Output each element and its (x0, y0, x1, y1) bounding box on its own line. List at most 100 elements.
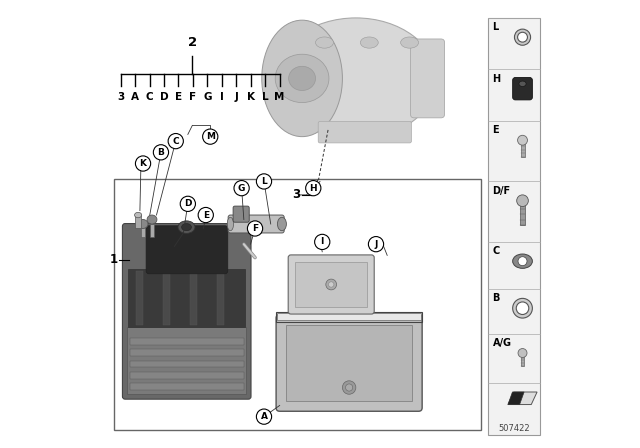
Circle shape (198, 207, 213, 223)
FancyBboxPatch shape (122, 224, 251, 399)
Circle shape (515, 29, 531, 45)
Circle shape (328, 282, 334, 287)
Ellipse shape (178, 221, 195, 233)
Ellipse shape (275, 18, 436, 139)
Text: A: A (131, 92, 139, 102)
Circle shape (346, 384, 353, 391)
FancyBboxPatch shape (410, 39, 445, 118)
Circle shape (234, 181, 249, 196)
Text: A/G: A/G (493, 338, 511, 348)
Circle shape (257, 409, 271, 424)
Text: 3: 3 (117, 92, 124, 102)
Circle shape (257, 174, 271, 189)
FancyBboxPatch shape (128, 269, 244, 327)
Ellipse shape (275, 54, 329, 103)
Text: L: L (493, 22, 499, 32)
Circle shape (168, 134, 183, 149)
Text: L: L (262, 92, 269, 102)
Text: K: K (140, 159, 147, 168)
Circle shape (518, 135, 527, 145)
FancyBboxPatch shape (146, 226, 228, 274)
Text: 3: 3 (292, 188, 300, 202)
Ellipse shape (519, 81, 526, 86)
Text: C: C (172, 137, 179, 146)
Circle shape (136, 156, 150, 171)
Ellipse shape (289, 66, 316, 90)
FancyBboxPatch shape (277, 313, 421, 320)
Ellipse shape (182, 224, 191, 231)
Bar (129, 361, 244, 367)
FancyBboxPatch shape (287, 325, 412, 401)
Text: D: D (160, 92, 168, 102)
Text: B: B (493, 293, 500, 303)
Text: D: D (184, 199, 191, 208)
Text: A: A (260, 412, 268, 421)
Text: G: G (238, 184, 245, 193)
Text: F: F (189, 92, 196, 102)
Circle shape (516, 302, 529, 314)
Circle shape (518, 349, 527, 358)
Ellipse shape (360, 37, 378, 48)
Text: M: M (275, 92, 285, 102)
Text: E: E (175, 92, 182, 102)
Text: J: J (374, 240, 378, 249)
Circle shape (248, 221, 262, 236)
Ellipse shape (147, 215, 157, 224)
Text: I: I (220, 92, 224, 102)
Bar (150, 224, 154, 237)
Circle shape (154, 145, 168, 160)
FancyBboxPatch shape (127, 327, 246, 394)
FancyBboxPatch shape (233, 206, 249, 222)
Ellipse shape (277, 217, 287, 231)
Text: L: L (261, 177, 267, 186)
FancyBboxPatch shape (296, 262, 367, 307)
Circle shape (203, 129, 218, 144)
Bar (190, 271, 197, 325)
Bar (141, 224, 145, 237)
Circle shape (342, 381, 356, 394)
Polygon shape (508, 392, 524, 405)
Text: M: M (205, 132, 215, 141)
Circle shape (326, 279, 337, 290)
Bar (129, 338, 244, 345)
Text: I: I (321, 237, 324, 246)
Text: 2: 2 (188, 36, 197, 49)
Bar (136, 215, 141, 228)
FancyBboxPatch shape (114, 179, 481, 430)
Circle shape (315, 234, 330, 250)
Text: 507422: 507422 (498, 424, 529, 433)
Text: G: G (203, 92, 212, 102)
Text: H: H (310, 184, 317, 193)
Ellipse shape (513, 254, 532, 268)
Bar (129, 372, 244, 379)
FancyBboxPatch shape (488, 18, 540, 435)
Text: D/F: D/F (493, 186, 511, 196)
Bar (129, 383, 244, 390)
FancyBboxPatch shape (276, 314, 422, 411)
Text: C: C (493, 246, 500, 256)
FancyBboxPatch shape (513, 78, 532, 100)
FancyBboxPatch shape (288, 255, 374, 314)
Text: 1: 1 (109, 253, 118, 267)
Text: C: C (146, 92, 154, 102)
Text: E: E (203, 211, 209, 220)
Circle shape (518, 32, 527, 42)
Bar (129, 349, 244, 356)
Ellipse shape (262, 20, 342, 137)
Text: J: J (234, 92, 238, 102)
FancyBboxPatch shape (228, 215, 284, 233)
Bar (163, 271, 170, 325)
Text: B: B (157, 148, 164, 157)
Circle shape (369, 237, 383, 252)
Ellipse shape (227, 217, 234, 231)
Circle shape (518, 257, 527, 266)
Bar (217, 271, 224, 325)
Circle shape (513, 298, 532, 318)
Bar (520, 140, 525, 157)
Ellipse shape (134, 212, 141, 218)
Circle shape (180, 196, 195, 211)
Ellipse shape (138, 220, 148, 228)
FancyBboxPatch shape (318, 121, 412, 143)
Circle shape (306, 181, 321, 196)
Bar (521, 353, 524, 366)
